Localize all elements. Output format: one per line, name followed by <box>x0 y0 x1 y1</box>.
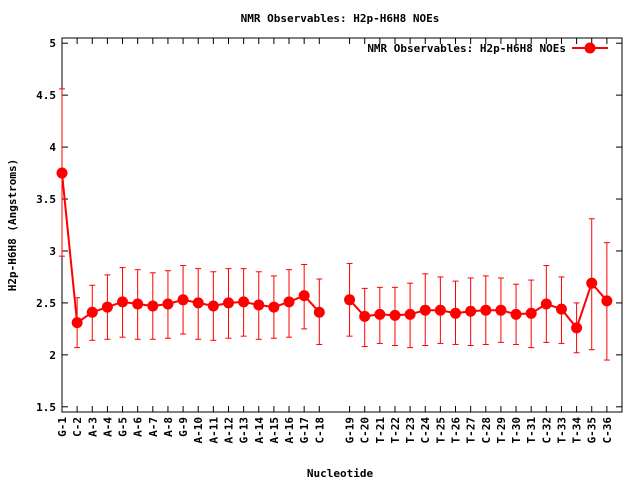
data-point <box>283 296 295 308</box>
x-tick-label: G-9 <box>177 417 190 437</box>
x-tick-label: G-1 <box>56 417 69 437</box>
x-tick-label: T-22 <box>389 417 402 444</box>
y-tick-label: 3 <box>49 245 56 258</box>
series-line <box>61 172 321 325</box>
data-point <box>555 303 567 315</box>
data-point <box>177 294 189 306</box>
x-tick-label: T-33 <box>555 417 568 444</box>
data-point <box>71 317 83 329</box>
data-point <box>419 304 431 316</box>
x-tick-label: A-11 <box>207 417 220 444</box>
x-tick-label: A-16 <box>283 417 296 444</box>
x-tick-label: C-28 <box>480 417 493 444</box>
data-point <box>359 310 371 322</box>
data-point <box>117 296 129 308</box>
x-tick-label: C-2 <box>71 417 84 437</box>
y-tick-label: 1.5 <box>36 401 56 414</box>
data-point <box>571 322 583 334</box>
data-point <box>450 307 462 319</box>
x-tick-label: T-34 <box>571 417 584 444</box>
x-axis-label: Nucleotide <box>307 467 374 480</box>
data-point <box>147 300 159 312</box>
data-point <box>86 306 98 318</box>
x-tick-label: T-31 <box>525 417 538 444</box>
data-point <box>465 305 477 317</box>
x-axis: G-1 C-2 A-3 A-4 G-5 A-6 A-7 A-8 G-9 A-10 A-11 A-12 G… <box>56 38 614 444</box>
x-tick-label: C-20 <box>359 417 372 444</box>
x-tick-label: C-24 <box>419 417 432 444</box>
x-tick-label: T-29 <box>495 417 508 444</box>
x-tick-label: A-3 <box>86 417 99 437</box>
x-tick-label: G-35 <box>586 417 599 444</box>
data-point <box>192 297 204 309</box>
x-tick-label: T-26 <box>450 417 463 444</box>
legend-swatch-marker <box>584 42 596 54</box>
data-point <box>253 299 265 311</box>
data-point <box>404 308 416 320</box>
x-tick-label: T-21 <box>374 417 387 444</box>
y-tick-label: 2 <box>49 349 56 362</box>
x-tick-label: G-17 <box>298 417 311 444</box>
y-tick-label: 4 <box>49 141 56 154</box>
x-tick-label: A-4 <box>101 417 114 437</box>
y-axis-label: H2p-H6H8 (Angstroms) <box>6 159 19 291</box>
data-point <box>374 308 386 320</box>
x-tick-label: C-18 <box>313 417 326 444</box>
x-tick-label: T-27 <box>465 417 478 444</box>
x-tick-label: A-8 <box>162 417 175 437</box>
data-point <box>162 298 174 310</box>
x-tick-label: G-19 <box>344 417 357 444</box>
data-point <box>389 309 401 321</box>
x-tick-label: T-30 <box>510 417 523 444</box>
data-point <box>586 277 598 289</box>
x-tick-label: A-7 <box>147 417 160 437</box>
data-point <box>434 304 446 316</box>
y-tick-label: 2.5 <box>36 297 56 310</box>
data-point <box>540 298 552 310</box>
x-tick-label: A-12 <box>222 417 235 444</box>
y-tick-label: 3.5 <box>36 193 56 206</box>
series-layer <box>56 88 613 361</box>
x-tick-label: T-23 <box>404 417 417 444</box>
data-point <box>480 304 492 316</box>
data-point <box>601 295 613 307</box>
legend-label: NMR Observables: H2p-H6H8 NOEs <box>367 42 566 55</box>
x-tick-label: C-32 <box>540 417 553 444</box>
data-point <box>313 306 325 318</box>
data-point <box>495 304 507 316</box>
y-axis: 1.5 2 2.5 3 3.5 4 4.5 5 <box>36 37 622 414</box>
chart-title: NMR Observables: H2p-H6H8 NOEs <box>241 12 440 25</box>
x-tick-label: G-13 <box>238 417 251 444</box>
x-tick-label: C-36 <box>601 417 614 444</box>
data-point <box>510 308 522 320</box>
data-point <box>222 297 234 309</box>
y-tick-label: 4.5 <box>36 89 56 102</box>
data-point <box>56 167 68 179</box>
x-tick-label: A-10 <box>192 417 205 444</box>
legend: NMR Observables: H2p-H6H8 NOEs <box>367 42 608 55</box>
data-point <box>238 296 250 308</box>
x-tick-label: A-15 <box>268 417 281 444</box>
data-point <box>268 301 280 313</box>
x-tick-label: G-5 <box>117 417 130 437</box>
data-point <box>344 294 356 306</box>
x-tick-label: A-6 <box>132 417 145 437</box>
data-point <box>207 300 219 312</box>
x-tick-label: T-25 <box>434 417 447 444</box>
x-tick-label: A-14 <box>253 417 266 444</box>
data-point <box>101 301 113 313</box>
y-tick-label: 5 <box>49 37 56 50</box>
plot-frame <box>61 37 623 413</box>
data-point <box>525 307 537 319</box>
series-line <box>348 281 608 330</box>
data-point <box>298 290 310 302</box>
data-point <box>132 298 144 310</box>
